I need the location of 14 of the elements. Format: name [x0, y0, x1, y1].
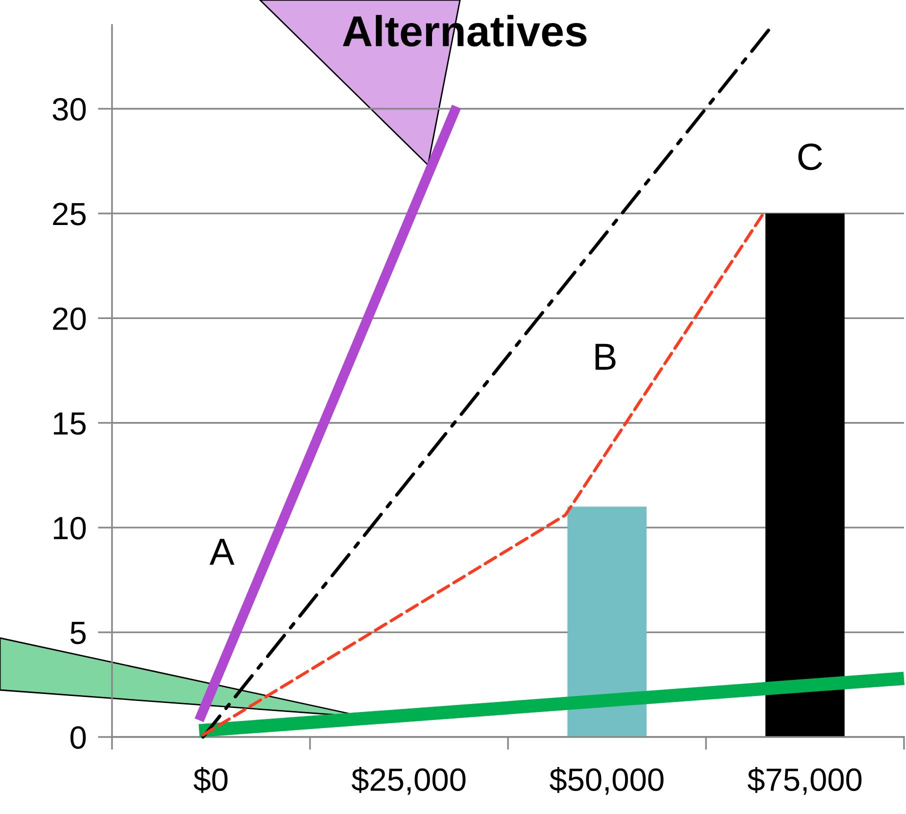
y-tick-label: 0 [70, 726, 86, 749]
annotation: A [210, 538, 234, 565]
x-tick-label: $50,000 [550, 767, 664, 795]
x-tick-label: $25,000 [352, 767, 466, 795]
annotation: C [798, 144, 822, 170]
y-tick-label: 5 [70, 622, 86, 644]
y-tick-label: 20 [53, 307, 86, 330]
y-tick-label: 25 [53, 202, 86, 226]
annotation: B [596, 344, 616, 370]
x-tick-label: $0 [194, 767, 228, 793]
y-tick-label: 10 [54, 516, 86, 540]
y-tick-label: 30 [52, 98, 86, 121]
y-tick-label: 15 [54, 412, 86, 435]
x-tick-label: $75,000 [748, 767, 862, 795]
